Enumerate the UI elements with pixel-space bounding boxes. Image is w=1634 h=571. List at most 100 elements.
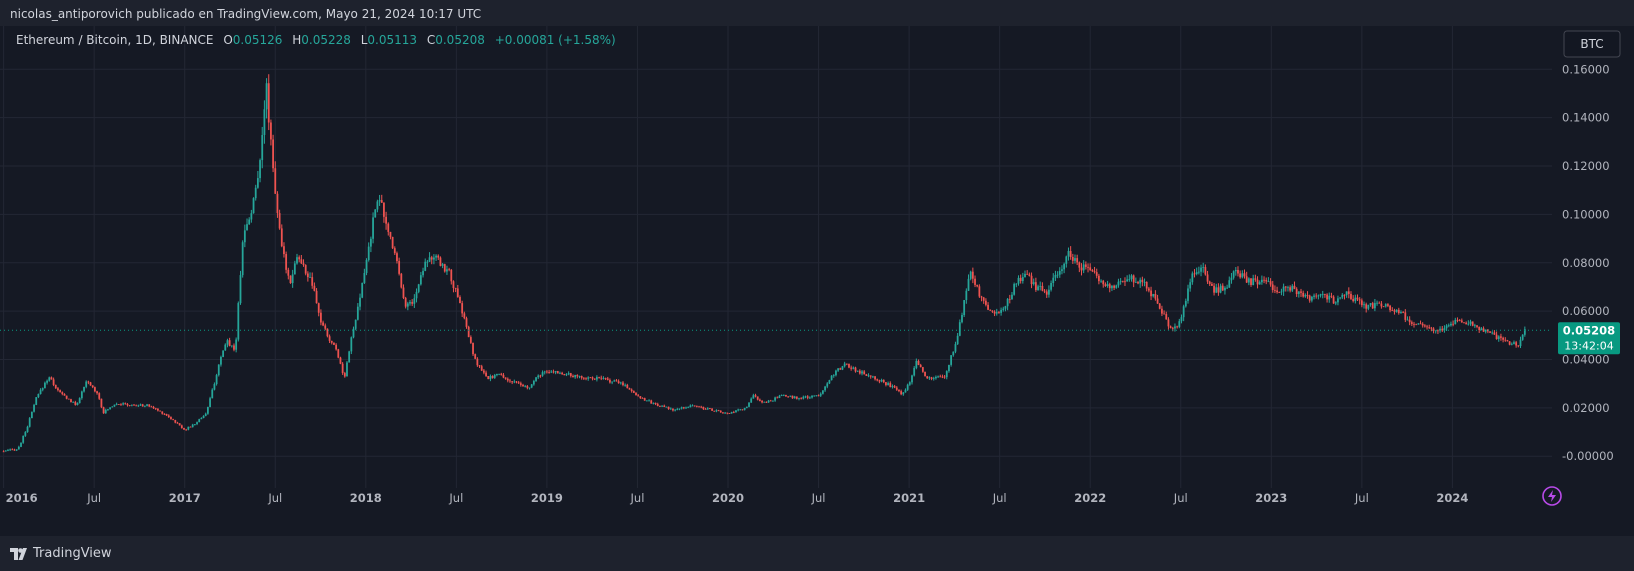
price-chart[interactable]: Ethereum / Bitcoin, 1D, BINANCE O0.05126…	[0, 26, 1634, 536]
candle	[1502, 336, 1505, 343]
candle	[1271, 280, 1274, 293]
lightning-icon[interactable]	[1542, 486, 1562, 506]
candle	[1417, 323, 1420, 325]
candle	[383, 202, 385, 223]
candle	[361, 282, 364, 299]
candle	[1247, 277, 1250, 286]
candle	[867, 373, 870, 378]
candle	[1106, 280, 1109, 288]
candle	[467, 325, 470, 338]
candle	[902, 392, 905, 396]
candle	[1484, 329, 1487, 334]
candle	[396, 251, 398, 264]
candle	[1404, 309, 1407, 323]
candle	[526, 385, 529, 390]
candle	[1232, 270, 1235, 280]
candle	[152, 405, 155, 410]
candle	[876, 378, 879, 382]
candle	[170, 416, 172, 420]
candle	[237, 301, 240, 342]
candle	[1437, 329, 1439, 335]
candle	[1491, 331, 1494, 335]
candle	[98, 392, 101, 400]
candle	[35, 397, 38, 406]
candle	[76, 402, 79, 406]
candle	[446, 265, 448, 275]
y-tick-label: 0.08000	[1562, 256, 1610, 270]
candle	[26, 425, 29, 433]
candle	[1000, 307, 1003, 316]
candle	[1111, 285, 1113, 292]
candle	[874, 375, 876, 381]
candle	[472, 342, 474, 356]
x-tick-label: Jul	[86, 491, 101, 505]
candle	[296, 253, 298, 265]
y-tick-label: 0.14000	[1562, 111, 1610, 125]
low-label: L	[361, 33, 368, 47]
candle	[1324, 293, 1326, 298]
footer-bar: TradingView	[0, 536, 1634, 571]
x-tick-label: Jul	[630, 491, 645, 505]
candle	[1389, 304, 1391, 313]
candle	[157, 408, 159, 412]
currency-button[interactable]: BTC	[1563, 30, 1621, 58]
price-axis[interactable]: 0.16000 0.14000 0.12000 0.10000 0.08000 0.060…	[1562, 62, 1614, 463]
high-value: 0.05228	[301, 33, 351, 47]
candle	[1306, 291, 1309, 299]
candle	[463, 311, 466, 320]
candle	[682, 406, 685, 410]
candle	[667, 406, 670, 410]
candle	[1069, 246, 1072, 260]
candle	[215, 373, 218, 386]
candle	[374, 209, 377, 218]
candle	[822, 390, 824, 395]
candle	[393, 246, 396, 255]
candle	[565, 373, 568, 377]
candle	[1430, 326, 1433, 332]
candle	[1308, 294, 1311, 303]
chart-area[interactable]: Ethereum / Bitcoin, 1D, BINANCE O0.05126…	[0, 26, 1634, 536]
candle	[1100, 279, 1102, 283]
candle	[498, 373, 501, 376]
candle	[1452, 320, 1455, 327]
candle	[209, 396, 211, 408]
candle	[506, 377, 509, 383]
candle	[283, 242, 285, 258]
candle	[1350, 291, 1352, 300]
candle	[1006, 297, 1009, 311]
candle	[1176, 325, 1179, 329]
candle	[50, 376, 53, 380]
candle	[561, 371, 564, 375]
candle	[30, 411, 33, 419]
candle	[102, 406, 105, 414]
time-axis[interactable]: 2016 Jul 2017 Jul 2018 Jul 2019 Jul 2020 Jul 2021 J…	[6, 491, 1469, 505]
candle	[948, 364, 950, 373]
candle	[517, 380, 520, 384]
candle	[1289, 285, 1292, 293]
brand-name: TradingView	[33, 546, 112, 561]
x-tick-label: Jul	[811, 491, 826, 505]
candle	[256, 170, 259, 189]
candle	[450, 268, 453, 285]
candle	[1267, 277, 1270, 283]
candle	[1354, 294, 1357, 304]
candle	[858, 369, 861, 375]
candle	[1217, 283, 1220, 296]
candle	[1517, 345, 1520, 348]
x-tick-label: Jul	[448, 491, 463, 505]
candle	[1493, 330, 1496, 335]
candle	[687, 406, 690, 409]
candle	[1241, 270, 1244, 279]
candle	[1058, 267, 1061, 278]
candle	[974, 275, 976, 288]
candle	[1456, 317, 1459, 323]
tradingview-brand[interactable]: TradingView	[10, 546, 112, 561]
candle	[895, 386, 898, 391]
candle	[1460, 318, 1463, 323]
candle	[1343, 294, 1346, 300]
candle	[1237, 266, 1239, 277]
candle	[1341, 293, 1344, 300]
candle	[1113, 284, 1116, 291]
candle	[535, 376, 537, 382]
candle	[843, 361, 846, 368]
